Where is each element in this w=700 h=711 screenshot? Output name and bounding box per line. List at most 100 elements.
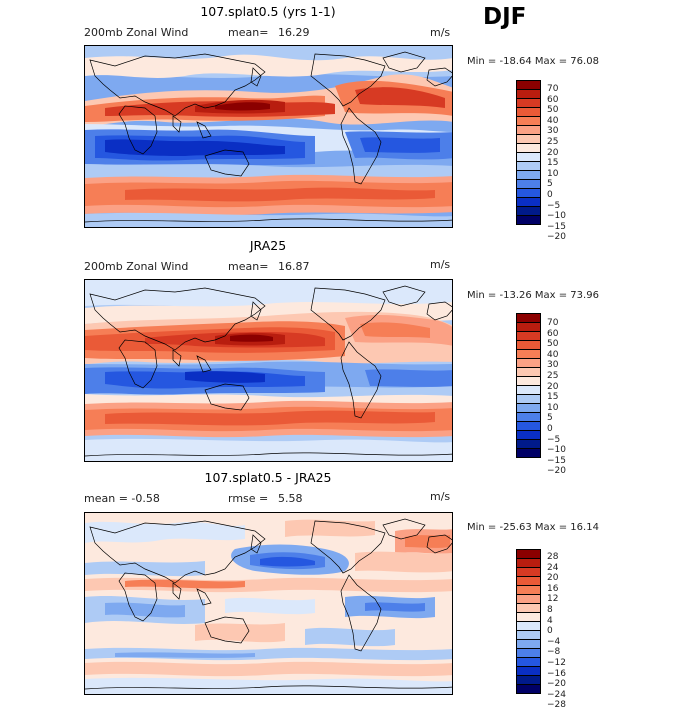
colorbar-tick: 50 <box>547 105 559 116</box>
colorbar-swatch <box>517 404 540 413</box>
colorbar-tick: 20 <box>547 573 559 584</box>
colorbar-swatch <box>517 189 540 198</box>
colorbar-tick: −20 <box>547 466 566 477</box>
colorbar-tick: −28 <box>547 700 566 711</box>
colorbar-swatch <box>517 198 540 207</box>
colorbar-swatch <box>517 359 540 368</box>
colorbar-tick: 25 <box>547 370 559 381</box>
map-zonal-wind-reanalysis <box>84 279 453 462</box>
colorbar-swatch <box>517 413 540 422</box>
colorbar-tick: 60 <box>547 328 559 339</box>
colorbar-swatch <box>517 180 540 189</box>
colorbar-swatch <box>517 323 540 332</box>
colorbar-swatch <box>517 108 540 117</box>
colorbar-tick: 24 <box>547 562 559 573</box>
colorbar-tick: 30 <box>547 126 559 137</box>
colorbar-swatch <box>517 144 540 153</box>
colorbar-swatch <box>517 207 540 216</box>
colorbar-tick-labels: 70 60 50 40 30 25 20 15 10 5 0 −5 −10 −1… <box>547 318 566 477</box>
colorbar-swatch <box>517 126 540 135</box>
colorbar-tick: 40 <box>547 115 559 126</box>
colorbar-tick: 5 <box>547 179 553 190</box>
colorbar-tick: 0 <box>547 423 553 434</box>
colorbar-tick: −24 <box>547 689 566 700</box>
colorbar-swatch <box>517 350 540 359</box>
colorbar-tick: −10 <box>547 211 566 222</box>
colorbar-swatch <box>517 631 540 640</box>
colorbar-tick: −8 <box>547 647 561 658</box>
colorbar-swatch <box>517 377 540 386</box>
colorbar-tick: 10 <box>547 402 559 413</box>
stat-value: 16.29 <box>278 26 310 39</box>
colorbar-swatch <box>517 90 540 99</box>
colorbar-tick: 16 <box>547 583 559 594</box>
colorbar-tick: −20 <box>547 679 566 690</box>
colorbar-tick: −16 <box>547 668 566 679</box>
colorbar-tick: −5 <box>547 434 561 445</box>
colorbar-tick: 5 <box>547 413 553 424</box>
colorbar-swatch <box>517 586 540 595</box>
colorbar-tick: −12 <box>547 657 566 668</box>
colorbar-swatch <box>517 341 540 350</box>
colorbar-tick: 15 <box>547 392 559 403</box>
colorbar-swatch <box>517 568 540 577</box>
colorbar-tick: −5 <box>547 200 561 211</box>
min-max-label: Min = -13.26 Max = 73.96 <box>467 290 599 301</box>
colorbar-tick: 60 <box>547 94 559 105</box>
colorbar-swatch <box>517 171 540 180</box>
colorbar-swatch <box>517 604 540 613</box>
colorbar-swatch <box>517 577 540 586</box>
colorbar-swatch <box>517 667 540 676</box>
colorbar-swatch <box>517 395 540 404</box>
colorbar-tick: −10 <box>547 445 566 456</box>
colorbar-swatch <box>517 595 540 604</box>
unit-label: m/s <box>430 26 451 39</box>
colorbar-swatch <box>517 386 540 395</box>
stat-value: 16.87 <box>278 260 310 273</box>
colorbar-swatch <box>517 658 540 667</box>
colorbar-tick: 15 <box>547 158 559 169</box>
colorbar-tick: 40 <box>547 349 559 360</box>
colorbar-tick: 12 <box>547 594 559 605</box>
colorbar-tick-labels: 70 60 50 40 30 25 20 15 10 5 0 −5 −10 −1… <box>547 84 566 243</box>
colorbar-tick-labels: 28 24 20 16 12 8 4 0 −4 −8 −12 −16 −20 −… <box>547 552 566 711</box>
colorbar-swatch <box>517 117 540 126</box>
colorbar-tick: −4 <box>547 636 561 647</box>
colorbar-reanalysis <box>516 313 541 458</box>
panel-title: 107.splat0.5 - JRA25 <box>204 470 332 485</box>
colorbar-swatch <box>517 649 540 658</box>
colorbar-tick: 28 <box>547 552 559 562</box>
colorbar-swatch <box>517 216 540 224</box>
colorbar-swatch <box>517 368 540 377</box>
map-zonal-wind-model <box>84 45 453 228</box>
colorbar-swatch <box>517 622 540 631</box>
colorbar-model <box>516 80 541 225</box>
colorbar-swatch <box>517 99 540 108</box>
unit-label: m/s <box>430 258 451 271</box>
colorbar-tick: 20 <box>547 147 559 158</box>
min-max-label: Min = -25.63 Max = 16.14 <box>467 522 599 533</box>
colorbar-tick: −15 <box>547 455 566 466</box>
colorbar-swatch <box>517 613 540 622</box>
colorbar-tick: 30 <box>547 360 559 371</box>
colorbar-swatch <box>517 449 540 457</box>
colorbar-tick: 50 <box>547 339 559 350</box>
colorbar-swatch <box>517 162 540 171</box>
colorbar-swatch <box>517 550 540 559</box>
colorbar-tick: 20 <box>547 381 559 392</box>
stat-label: rmse = <box>228 492 269 505</box>
colorbar-tick: 70 <box>547 84 559 94</box>
colorbar-swatch <box>517 81 540 90</box>
colorbar-tick: 10 <box>547 168 559 179</box>
colorbar-tick: 25 <box>547 136 559 147</box>
colorbar-swatch <box>517 332 540 341</box>
colorbar-swatch <box>517 431 540 440</box>
mean-label: mean = -0.58 <box>84 492 160 505</box>
colorbar-swatch <box>517 676 540 685</box>
field-label: 200mb Zonal Wind <box>84 26 189 39</box>
panel-title: JRA25 <box>249 238 287 253</box>
colorbar-swatch <box>517 422 540 431</box>
colorbar-swatch <box>517 559 540 568</box>
colorbar-tick: 0 <box>547 189 553 200</box>
colorbar-swatch <box>517 440 540 449</box>
